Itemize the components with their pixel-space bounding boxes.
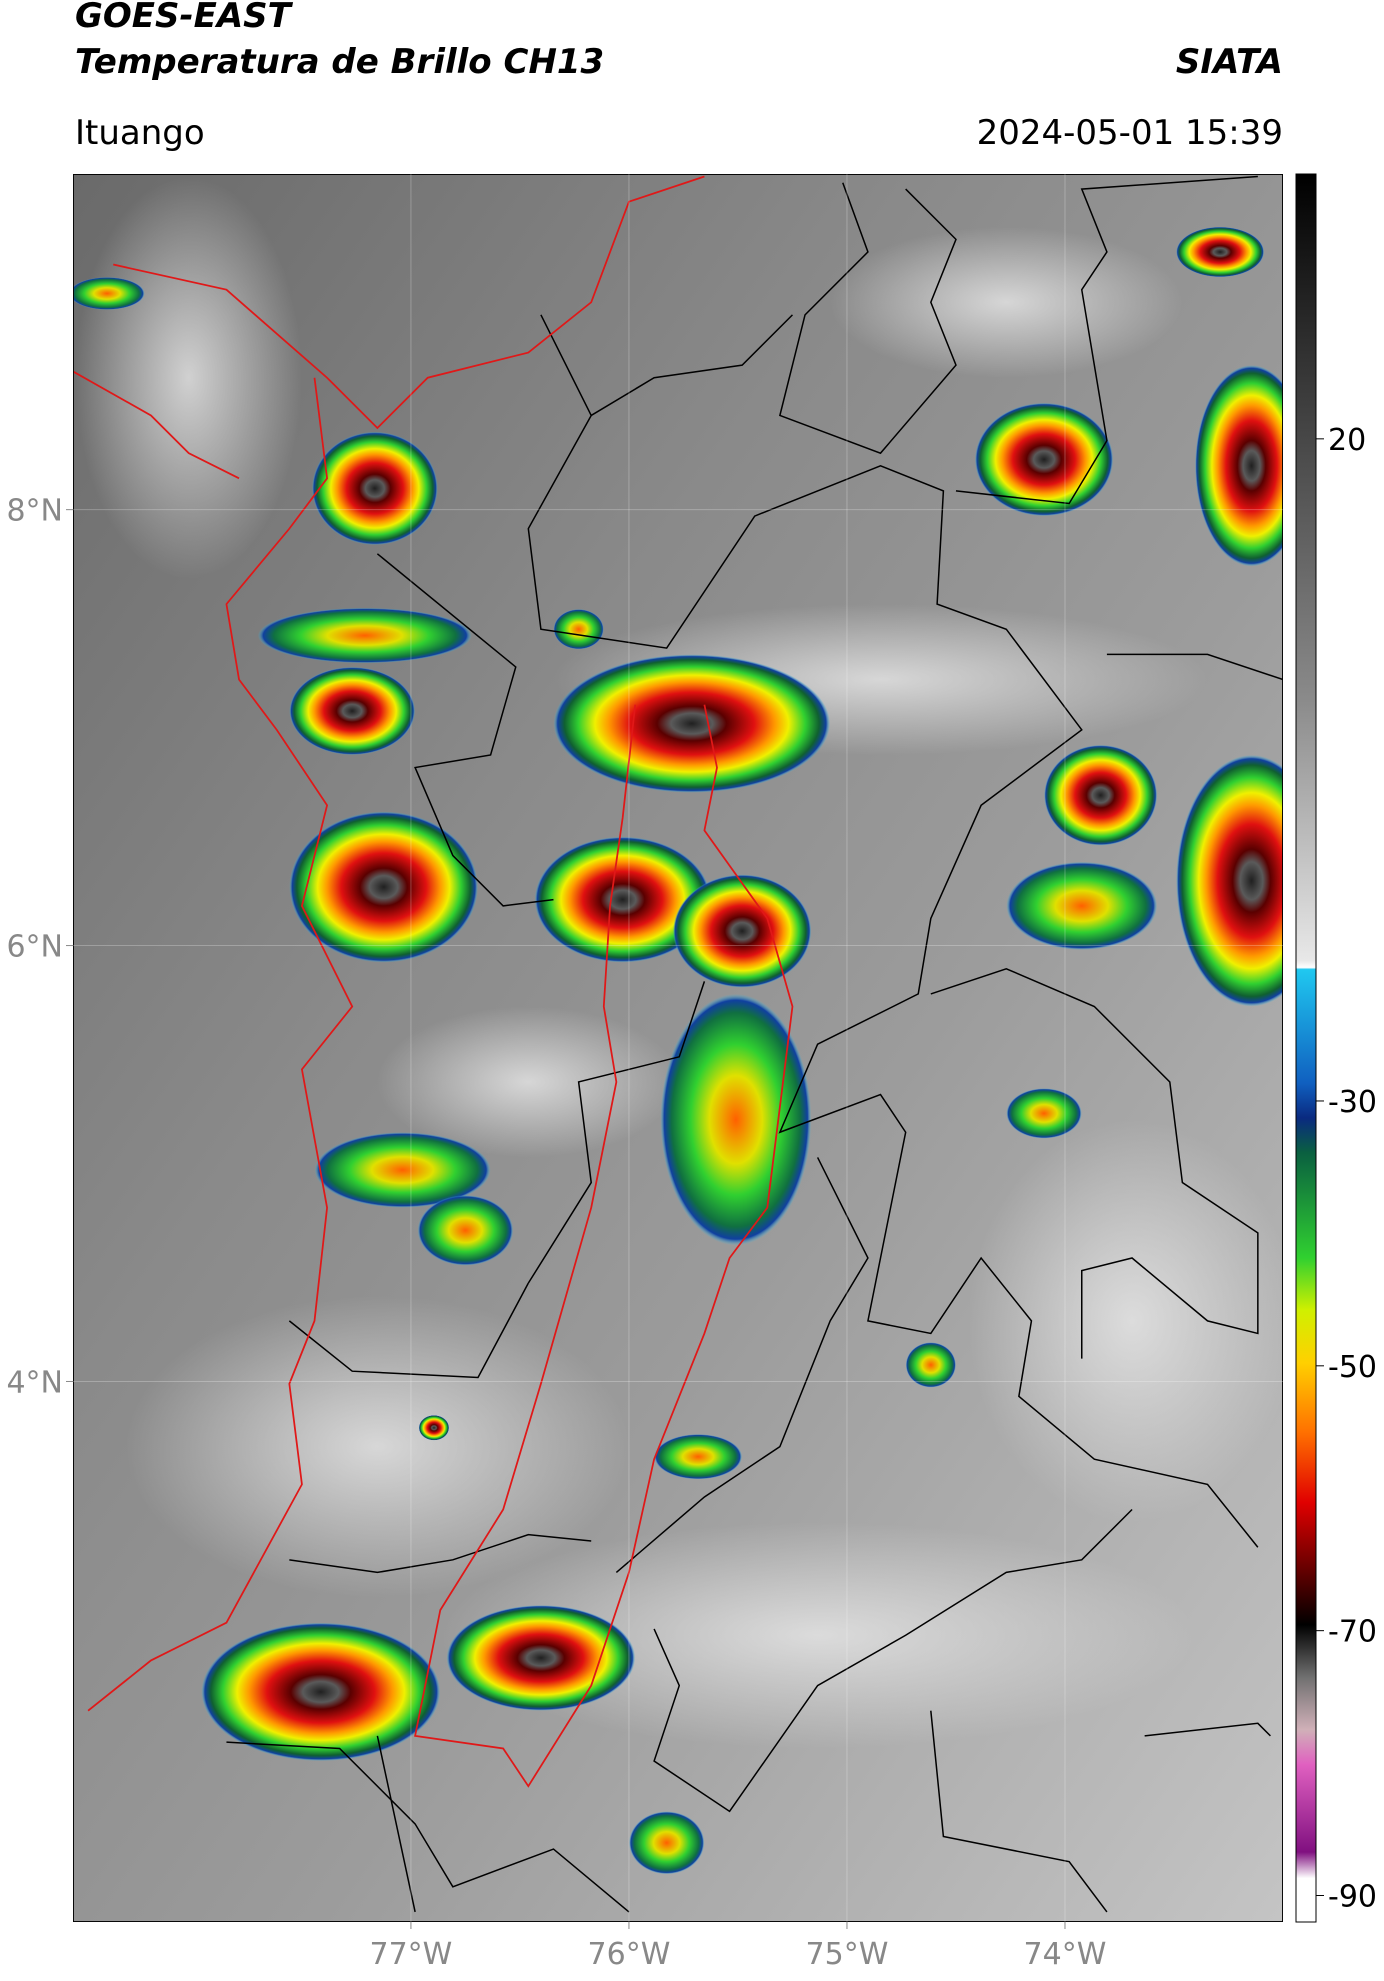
datetime: 2024-05-01 15:39 <box>976 113 1283 153</box>
cloud-haze <box>75 176 1283 1749</box>
title: GOES-EAST <box>75 0 291 36</box>
coast-and-boundary <box>73 175 794 1788</box>
colorbar-tick-label: -90 <box>1328 1880 1377 1915</box>
source: SIATA <box>1175 42 1283 82</box>
y-tick-label: 4°N <box>6 1365 63 1400</box>
y-tick-label: 6°N <box>6 930 63 965</box>
y-tick-label: 8°N <box>6 494 63 529</box>
x-tick-label: 77°W <box>370 1937 453 1972</box>
colorbar-tick-label: -50 <box>1328 1350 1377 1385</box>
x-tick-label: 74°W <box>1024 1937 1107 1972</box>
colorbar-tick-label: -30 <box>1328 1085 1377 1120</box>
colorbar-tick-label: -70 <box>1328 1615 1377 1650</box>
map <box>73 174 1283 1922</box>
location: Ituango <box>75 113 205 153</box>
admin-borders <box>226 175 1283 1913</box>
colorbar-tick-label: 20 <box>1328 423 1366 458</box>
subtitle: Temperatura de Brillo CH13 <box>75 42 605 82</box>
storm-cells <box>73 226 1283 1875</box>
colorbar <box>1295 173 1317 1923</box>
x-tick-label: 75°W <box>806 1937 889 1972</box>
x-tick-label: 76°W <box>588 1937 671 1972</box>
